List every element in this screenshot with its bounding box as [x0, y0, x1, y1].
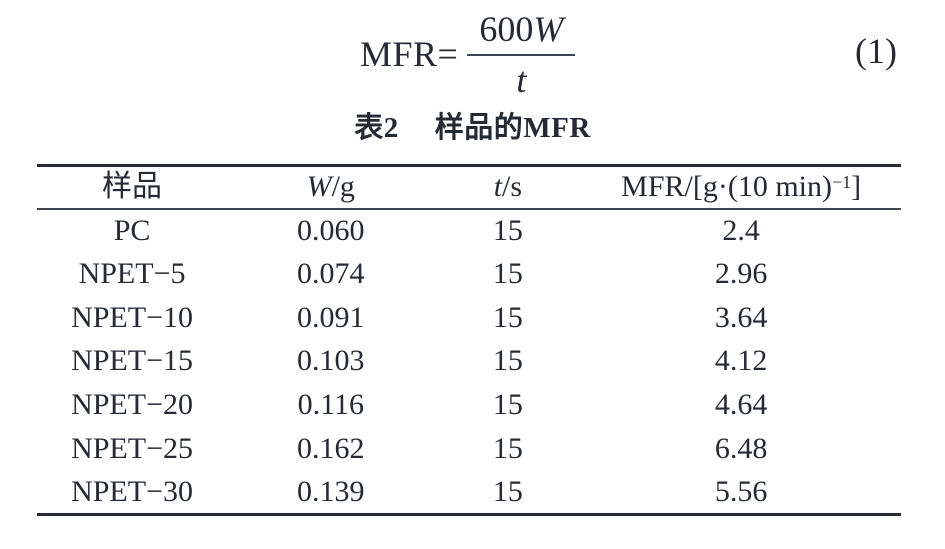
header-w-unit: /g — [331, 170, 355, 204]
table-caption-title: 样品的MFR — [434, 112, 591, 144]
cell-t: 15 — [492, 474, 523, 508]
table-header-row: 样品 W/g t/s MFR/[g·(10 min)−1] — [37, 166, 901, 209]
cell-sample: NPET−5 — [78, 257, 186, 291]
table-header: 样品 W/g t/s MFR/[g·(10 min)−1] — [37, 166, 901, 209]
numerator-coefficient: 600 — [479, 9, 534, 49]
table-row: NPET−10 0.091 15 3.64 — [37, 296, 901, 340]
table-caption: 表2 样品的MFR — [0, 111, 945, 146]
cell-mfr: 2.96 — [714, 257, 768, 291]
table-body: PC 0.060 15 2.4 NPET−5 0.074 15 2.96 NPE… — [37, 209, 901, 515]
cell-w: 0.162 — [297, 431, 365, 465]
cell-t: 15 — [492, 213, 523, 247]
cell-mfr: 5.56 — [714, 474, 768, 508]
cell-w: 0.060 — [297, 213, 365, 247]
mfr-table: 样品 W/g t/s MFR/[g·(10 min)−1] PC 0.060 1… — [37, 164, 901, 516]
table-row: NPET−20 0.116 15 4.64 — [37, 383, 901, 427]
equation-number: (1) — [855, 31, 897, 71]
cell-t: 15 — [492, 388, 523, 422]
cell-sample: NPET−15 — [71, 344, 193, 378]
cell-t: 15 — [492, 300, 523, 334]
table-row: NPET−15 0.103 15 4.12 — [37, 340, 901, 384]
cell-t: 15 — [492, 257, 523, 291]
cell-sample: NPET−20 — [71, 388, 193, 422]
equation-denominator: t — [516, 60, 527, 100]
cell-w: 0.103 — [297, 344, 365, 378]
table-row: NPET−30 0.139 15 5.56 — [37, 471, 901, 515]
cell-w: 0.116 — [297, 388, 364, 422]
header-t-variable: t — [493, 170, 503, 204]
equation-lhs: MFR= — [360, 33, 459, 74]
header-w: W/g — [227, 166, 434, 209]
header-mfr: MFR/[g·(10 min)−1] — [581, 166, 901, 209]
cell-mfr: 2.4 — [722, 213, 760, 247]
cell-t: 15 — [492, 431, 523, 465]
cell-w: 0.091 — [297, 300, 365, 334]
cell-sample: NPET−30 — [71, 474, 193, 508]
cell-t: 15 — [492, 344, 523, 378]
equation-numerator: 600W — [467, 9, 576, 56]
table-row: NPET−25 0.162 15 6.48 — [37, 427, 901, 471]
cell-w: 0.139 — [297, 474, 365, 508]
table-row: NPET−5 0.074 15 2.96 — [37, 252, 901, 296]
cell-w: 0.074 — [297, 257, 365, 291]
equation-mfr: MFR= 600W t — [360, 9, 576, 100]
equation-fraction: 600W t — [467, 9, 576, 100]
header-t-unit: /s — [502, 170, 523, 204]
table-row: PC 0.060 15 2.4 — [37, 209, 901, 253]
cell-mfr: 4.64 — [714, 388, 768, 422]
numerator-variable: W — [533, 9, 564, 49]
cell-mfr: 3.64 — [714, 300, 768, 334]
cell-sample: NPET−25 — [71, 431, 193, 465]
cell-sample: NPET−10 — [71, 300, 193, 334]
header-mfr-exponent: −1 — [832, 172, 852, 193]
cell-sample: PC — [113, 213, 151, 247]
cell-mfr: 4.12 — [714, 344, 768, 378]
header-t: t/s — [434, 166, 581, 209]
table-caption-number: 表2 — [354, 112, 399, 144]
cell-mfr: 6.48 — [714, 431, 768, 465]
header-mfr-main: MFR/[g·(10 min) — [621, 170, 832, 204]
header-mfr-close: ] — [851, 170, 862, 204]
header-w-variable: W — [306, 170, 332, 204]
header-sample: 样品 — [102, 170, 163, 204]
